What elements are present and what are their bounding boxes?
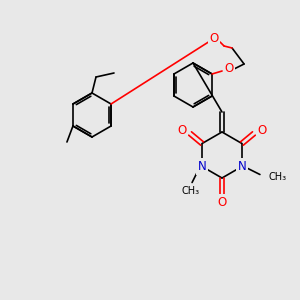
Text: CH₃: CH₃ [181,187,199,196]
Text: O: O [178,124,187,137]
Text: N: N [198,160,206,173]
Text: O: O [257,124,266,137]
Text: O: O [218,196,226,208]
Text: CH₃: CH₃ [269,172,287,182]
Text: O: O [224,62,234,76]
Text: O: O [209,32,219,46]
Text: N: N [238,160,246,173]
